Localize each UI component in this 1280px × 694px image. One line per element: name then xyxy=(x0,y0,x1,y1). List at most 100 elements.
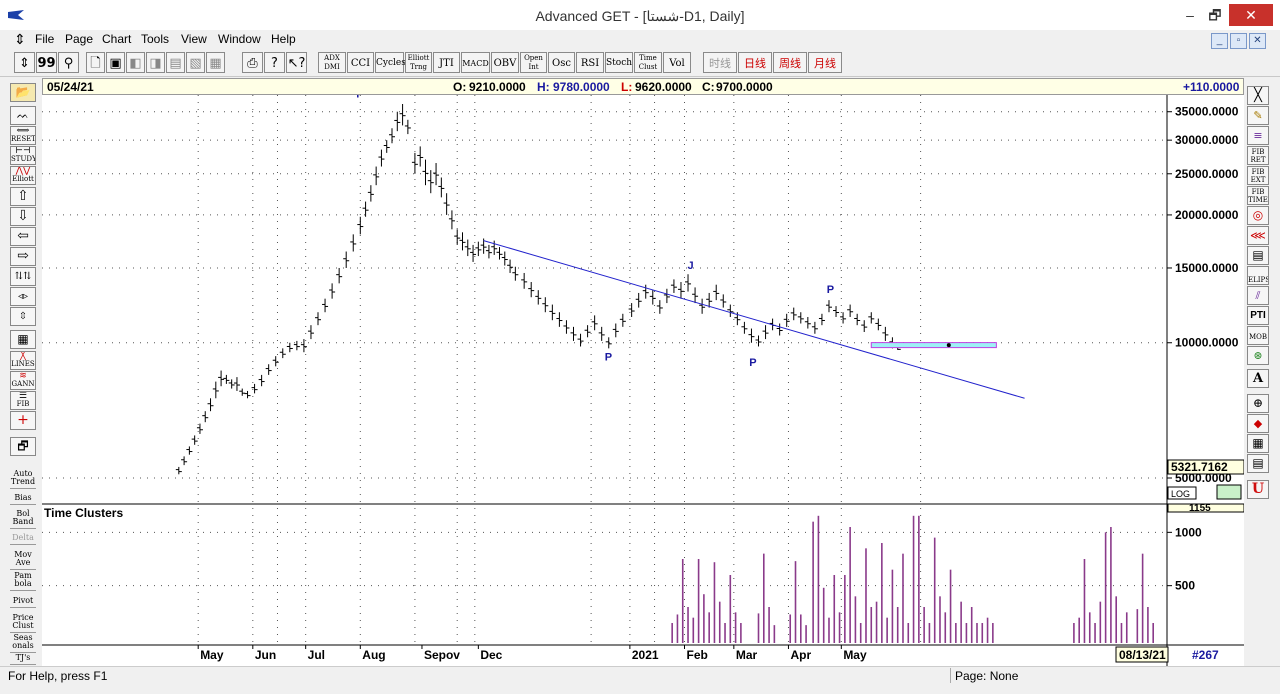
study-price-clust[interactable]: Price Clust xyxy=(10,614,36,633)
signal-icon[interactable]: ⊛ xyxy=(1247,346,1269,365)
menu-view[interactable]: View xyxy=(181,32,207,46)
chart-settings-icon[interactable]: 🗗 xyxy=(10,437,36,456)
study-seasonals[interactable]: Seas onals xyxy=(10,634,36,653)
restore-button[interactable]: 🗗 xyxy=(1208,7,1222,23)
menu-file[interactable]: File xyxy=(35,32,55,46)
timeframe-month-button[interactable]: 月线 xyxy=(808,52,842,73)
eraser-icon[interactable]: ◆ xyxy=(1247,414,1269,433)
menu-page[interactable]: Page xyxy=(65,32,94,46)
toolbar-cycles-button[interactable]: Cycles xyxy=(375,52,406,73)
mob-button[interactable]: MOB xyxy=(1247,326,1269,345)
context-help-icon[interactable]: ↖? xyxy=(286,52,307,73)
toolbar-obv-button[interactable]: OBV xyxy=(491,52,519,73)
price-bar xyxy=(727,304,734,317)
arrow-up-icon[interactable]: ⇧ xyxy=(10,187,36,206)
price-bar xyxy=(612,323,619,338)
study-bol-band[interactable]: Bol Band xyxy=(10,510,36,529)
menu-tools[interactable]: Tools xyxy=(141,32,170,46)
mdi-doc-icon[interactable]: ⇕ xyxy=(14,31,26,47)
table-icon[interactable]: ▦ xyxy=(1247,434,1269,453)
close-button[interactable]: ✕ xyxy=(1229,4,1273,26)
zoom-horizontal-icon[interactable]: ◃▹ xyxy=(10,287,36,306)
cycle-tool-icon[interactable]: ᨓ xyxy=(10,106,36,125)
price-chart[interactable]: 35000.0000 30000.0000 25000.0000 20000.0000… xyxy=(42,95,1244,669)
gann-button[interactable]: ≋ GANN xyxy=(10,371,36,390)
study-button[interactable]: ⊢⊣ STUDY xyxy=(10,146,36,165)
arrow-right-icon[interactable]: ⇨ xyxy=(10,247,36,266)
zoom-vertical-icon[interactable]: ⇳ xyxy=(10,307,36,326)
toolbar-jti-button[interactable]: JTI xyxy=(433,52,460,73)
price-bar xyxy=(783,313,790,327)
grid-icon[interactable]: ▦ xyxy=(10,330,36,349)
fib-ext-button[interactable]: FIB EXT xyxy=(1247,166,1269,185)
help-icon[interactable]: ? xyxy=(264,52,285,73)
price-bar xyxy=(485,244,492,259)
print-icon[interactable]: ⎙ xyxy=(242,52,263,73)
fan-lines-icon[interactable]: ⋘ xyxy=(1247,226,1269,245)
timeframe-week-button[interactable]: 周线 xyxy=(773,52,807,73)
timeframe-day-button[interactable]: 日线 xyxy=(738,52,772,73)
elliott-button[interactable]: ⋀⋁ Elliott xyxy=(10,166,36,185)
fib-button[interactable]: ☰ FIB xyxy=(10,391,36,410)
toolbar-rsi-button[interactable]: RSI xyxy=(576,52,604,73)
page-copy-icon[interactable]: ▤ xyxy=(166,52,185,73)
notes-icon[interactable]: ▤ xyxy=(1247,454,1269,473)
study-auto-trend[interactable]: Auto Trend xyxy=(10,470,36,489)
fib-time-button[interactable]: FIB TIME xyxy=(1247,186,1269,205)
target-icon[interactable]: ◎ xyxy=(1247,206,1269,225)
toolbar-stoch-button[interactable]: Stoch xyxy=(605,52,633,73)
mdi-minimize-button[interactable]: _ xyxy=(1211,33,1228,49)
text-tool-button[interactable]: A xyxy=(1247,369,1269,388)
page-delete-icon[interactable]: ▧ xyxy=(186,52,205,73)
open-value: 9210.0000 xyxy=(469,80,526,94)
study-pivot[interactable]: Pivot xyxy=(10,597,36,608)
toolbar-cci-button[interactable]: CCI xyxy=(347,52,374,73)
cross-lines-icon[interactable]: ╳ xyxy=(1247,86,1269,105)
ellipse-button[interactable]: ELIPS xyxy=(1247,266,1269,285)
toolbar-time-clust-button[interactable]: Time Clust xyxy=(634,52,662,73)
fib-ret-button[interactable]: FIB RET xyxy=(1247,146,1269,165)
toolbar-macd-button[interactable]: MACD xyxy=(461,52,490,73)
zoom-in-icon[interactable]: ⊕ xyxy=(1247,394,1269,413)
chart-area[interactable]: 35000.0000 30000.0000 25000.0000 20000.0000… xyxy=(42,95,1244,669)
minimize-button[interactable]: – xyxy=(1186,7,1194,23)
toolbar-open-int-button[interactable]: Open Int xyxy=(520,52,547,73)
timeframe-hour-button[interactable]: 时线 xyxy=(703,52,737,73)
toolbar-adx-dmi-button[interactable]: ADX DMI xyxy=(318,52,346,73)
menu-chart[interactable]: Chart xyxy=(102,32,132,46)
magnet-icon[interactable]: U xyxy=(1247,480,1269,499)
channel-lines-icon[interactable]: ≡ xyxy=(1247,126,1269,145)
study-bias[interactable]: Bias xyxy=(10,494,36,505)
save-icon[interactable]: ▣ xyxy=(106,52,125,73)
magnify-icon[interactable]: ⚲ xyxy=(58,52,79,73)
reset-button[interactable]: ⟺ RESET xyxy=(10,126,36,145)
study-pambola[interactable]: Pam bola xyxy=(10,572,36,591)
menu-window[interactable]: Window xyxy=(218,32,261,46)
study-mov-ave[interactable]: Mov Ave xyxy=(10,551,36,570)
toolbar-elliott-button[interactable]: Elliott Trng xyxy=(405,52,432,73)
open-folder-icon[interactable]: 📂 xyxy=(10,83,36,102)
toolbar-osc-button[interactable]: Osc xyxy=(548,52,575,73)
menu-help[interactable]: Help xyxy=(271,32,296,46)
left-toolbar: 📂 ᨓ ⟺ RESET ⊢⊣ STUDY ⋀⋁ Elliott ⇧ ⇩ ⇦ ⇨ ⇅⇅ … xyxy=(8,80,38,665)
compress-icon[interactable]: ⇅⇅ xyxy=(10,267,36,286)
study-tjs[interactable]: TJ's xyxy=(10,654,36,665)
mdi-close-button[interactable]: ✕ xyxy=(1249,33,1266,49)
box-icon[interactable]: ▤ xyxy=(1247,246,1269,265)
page-prev-icon[interactable]: ◧ xyxy=(126,52,145,73)
quote-icon[interactable]: 99 xyxy=(36,52,57,73)
lines-button[interactable]: ╳ LINES xyxy=(10,351,36,370)
page-next-icon[interactable]: ◨ xyxy=(146,52,165,73)
study-delta[interactable]: Delta xyxy=(10,534,36,545)
arrow-left-icon[interactable]: ⇦ xyxy=(10,227,36,246)
toolbar-vol-button[interactable]: Vol xyxy=(663,52,691,73)
pointer-icon[interactable]: ⇕ xyxy=(14,52,35,73)
crosshair-icon[interactable]: + xyxy=(10,411,36,430)
pti-button[interactable]: PTI xyxy=(1247,306,1269,325)
parallel-lines-icon[interactable]: ⫽ xyxy=(1247,286,1269,305)
arrow-down-icon[interactable]: ⇩ xyxy=(10,207,36,226)
pencil-icon[interactable]: ✎ xyxy=(1247,106,1269,125)
page-grid-icon[interactable]: ▦ xyxy=(206,52,225,73)
new-file-icon[interactable]: 🗋 xyxy=(86,52,105,73)
mdi-restore-button[interactable]: ▫ xyxy=(1230,33,1247,49)
